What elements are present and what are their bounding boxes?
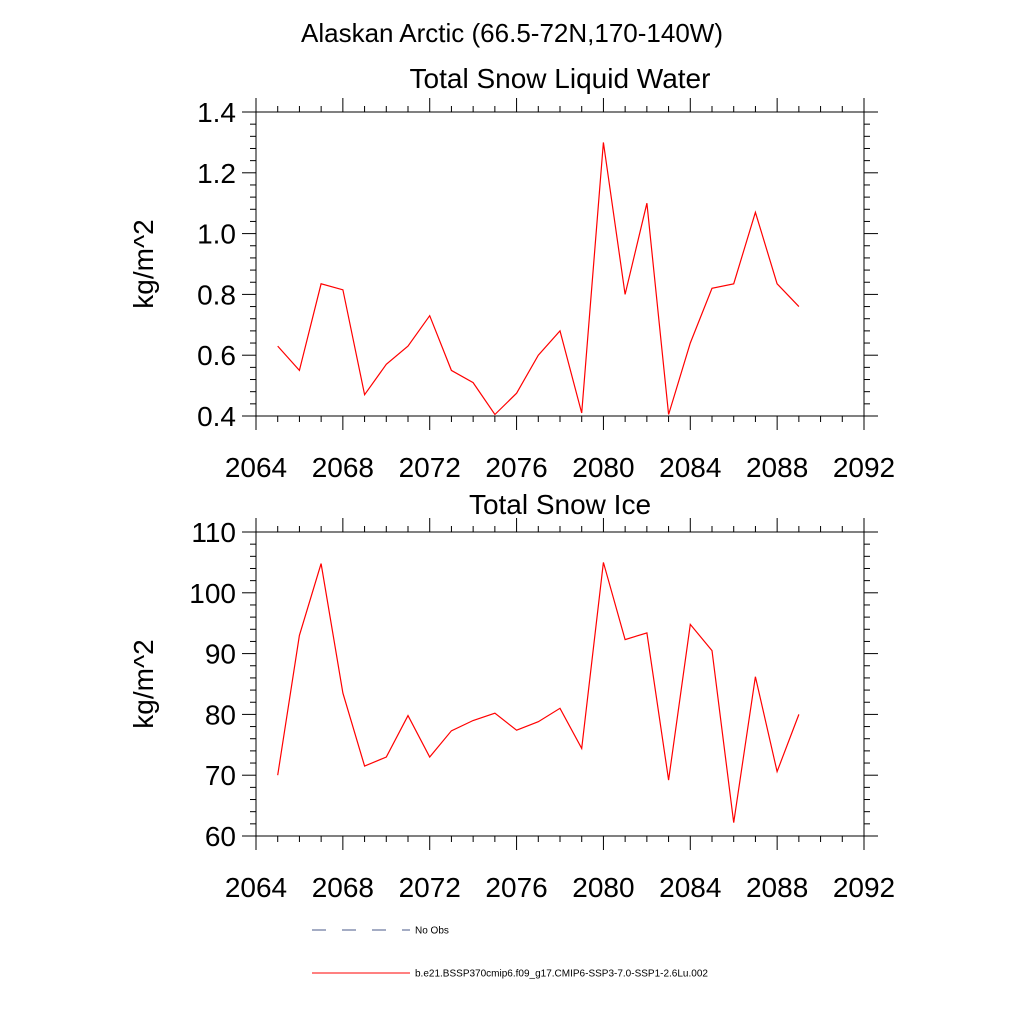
x-tick-label: 2072 [399, 452, 461, 483]
legend-label-model: b.e21.BSSP370cmip6.f09_g17.CMIP6-SSP3-7.… [415, 969, 708, 980]
x-tick-label: 2084 [659, 872, 721, 903]
plot-frame [255, 111, 865, 417]
y-axis-label: kg/m^2 [128, 639, 159, 728]
y-tick-label: 1.2 [197, 158, 236, 189]
x-tick-label: 2080 [572, 872, 634, 903]
x-tick-label: 2092 [833, 872, 895, 903]
y-tick-label: 1.0 [197, 219, 236, 250]
y-tick-label: 0.8 [197, 279, 236, 310]
figure-suptitle: Alaskan Arctic (66.5-72N,170-140W) [301, 18, 723, 48]
series-line [277, 142, 800, 416]
series-line [277, 562, 800, 823]
y-axis-label: kg/m^2 [128, 219, 159, 308]
x-tick-label: 2092 [833, 452, 895, 483]
panel-title: Total Snow Liquid Water [410, 63, 711, 94]
x-tick-label: 2072 [399, 872, 461, 903]
y-tick-label: 0.6 [197, 340, 236, 371]
panel-snow-liquid-water: Total Snow Liquid Water 2064 2068 2072 2076 2… [128, 63, 895, 483]
y-tick-label: 1.4 [197, 97, 236, 128]
x-tick-label: 2068 [312, 872, 374, 903]
y-tick-label: 0.4 [197, 401, 236, 432]
x-tick-label: 2068 [312, 452, 374, 483]
x-tick-label: 2064 [225, 452, 287, 483]
legend-label-no-obs: No Obs [415, 926, 449, 937]
y-tick-label: 90 [205, 639, 236, 670]
legend: No Obs b.e21.BSSP370cmip6.f09_g17.CMIP6-… [312, 926, 708, 980]
y-tick-label: 80 [205, 699, 236, 730]
x-tick-label: 2088 [746, 452, 808, 483]
plot-frame [255, 531, 865, 837]
panel-snow-ice: Total Snow Ice 2064 2068 2072 2076 2080 2084 20… [128, 489, 895, 903]
x-tick-label: 2076 [485, 452, 547, 483]
x-tick-label: 2064 [225, 872, 287, 903]
y-tick-label: 60 [205, 821, 236, 852]
y-tick-label: 70 [205, 760, 236, 791]
x-tick-label: 2080 [572, 452, 634, 483]
x-tick-label: 2084 [659, 452, 721, 483]
panel-title: Total Snow Ice [469, 489, 651, 520]
x-tick-label: 2088 [746, 872, 808, 903]
y-tick-label: 110 [191, 517, 236, 548]
y-tick-label: 100 [189, 578, 236, 609]
x-tick-label: 2076 [485, 872, 547, 903]
